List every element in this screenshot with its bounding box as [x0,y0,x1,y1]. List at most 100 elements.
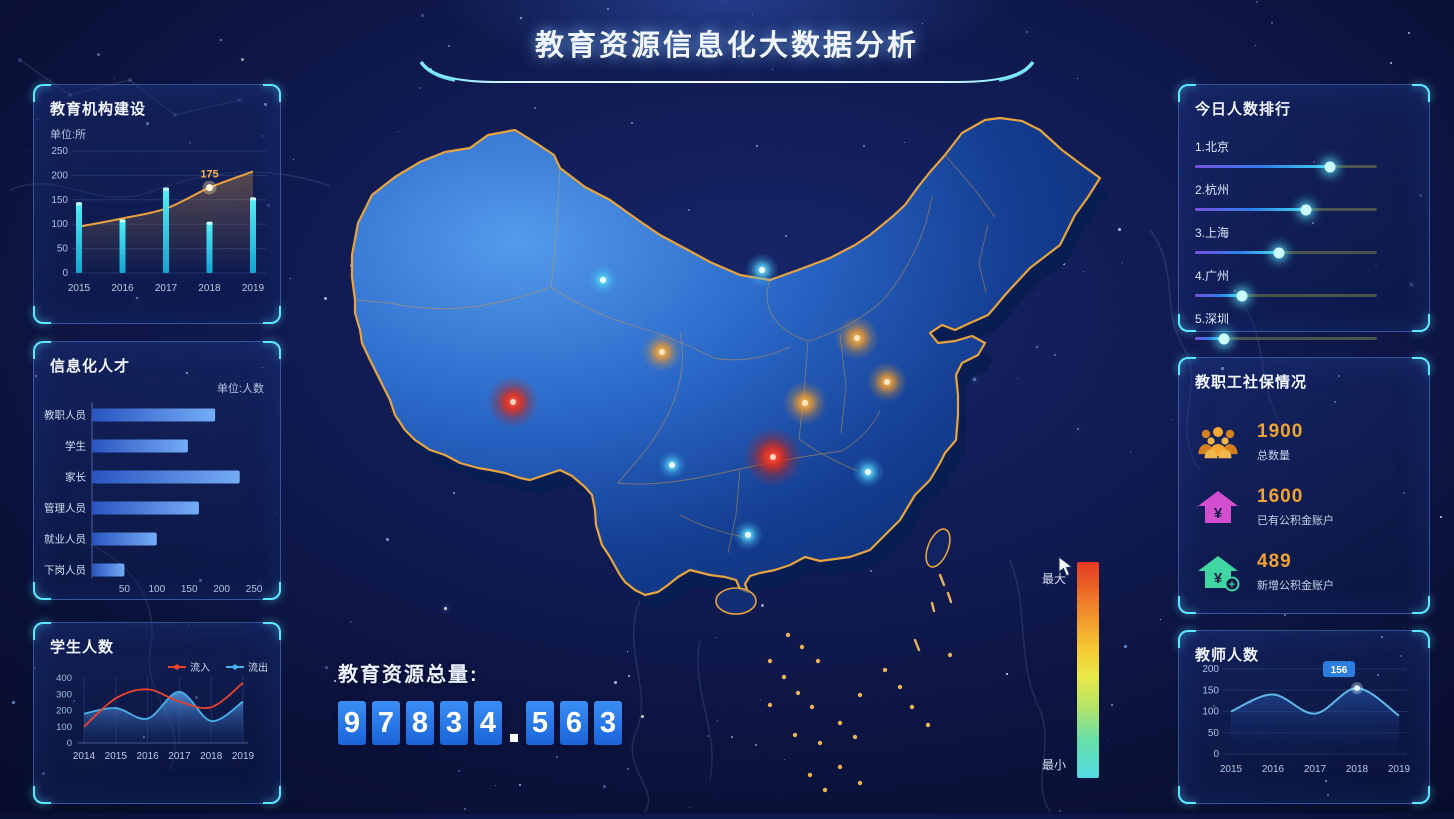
ranking-slider-knob[interactable] [1218,333,1230,344]
ranking-slider-knob[interactable] [1273,247,1285,258]
digit-box: 7 [372,701,400,745]
panel-corner-accent [1178,84,1196,102]
panel-corner-accent [263,341,281,359]
ranking-city-label: 2.杭州 [1195,183,1230,197]
svg-text:50: 50 [119,584,131,595]
header-swoosh [419,60,1035,83]
svg-text:0: 0 [67,738,72,749]
chart-tooltip [1323,661,1355,678]
stat-value: 489 [1257,551,1292,572]
map-marker-core [669,462,675,468]
panel-corner-accent [1412,596,1430,614]
legend-item[interactable]: 流出 [226,659,268,674]
panel-title: 教师人数 [1195,647,1260,664]
panel-corner-accent [1178,786,1196,804]
decimal-point [510,734,518,742]
hbar [92,439,188,453]
stat-value: 1900 [1257,421,1304,442]
svg-text:200: 200 [56,706,72,717]
digit-box: 3 [440,701,468,745]
svg-text:175: 175 [200,169,218,181]
stat-row: ¥ + 489 新增公积金账户 [1195,551,1413,593]
legend-item[interactable]: 流入 [168,659,210,674]
panel-corner-accent [1412,786,1430,804]
svg-text:2016: 2016 [1262,764,1285,775]
svg-text:100: 100 [148,584,165,595]
svg-text:0: 0 [62,268,68,279]
panel-title: 今日人数排行 [1195,101,1292,118]
china-map[interactable] [340,95,1140,814]
svg-text:2016: 2016 [136,751,159,762]
mouse-cursor [1058,556,1074,577]
hainan-island [715,587,757,615]
panel-corner-accent [33,306,51,324]
house-coin-plus-icon: ¥ + [1198,556,1240,592]
svg-text:250: 250 [51,146,68,157]
panel-title: 信息化人才 [50,358,131,375]
svg-text:2018: 2018 [1346,764,1369,775]
panel-corner-accent [1412,314,1430,332]
svg-text:学生: 学生 [65,440,86,453]
map-marker-core [659,349,665,355]
ranking-slider-track[interactable] [1195,161,1377,172]
panel-corner-accent [1178,596,1196,614]
map-marker-core [745,532,751,538]
heat-scale-min-label: 最小 [1042,758,1067,772]
stat-label: 新增公积金账户 [1257,580,1334,592]
svg-text:2017: 2017 [155,283,178,294]
panel-corner-accent [33,341,51,359]
svg-text:2017: 2017 [168,751,191,762]
map-mainland[interactable] [350,116,1102,597]
ranking-slider-track[interactable] [1195,333,1377,344]
svg-text:100: 100 [1202,707,1219,718]
heat-scale-max-label: 最大 [1042,572,1067,586]
panel-teachers: 教师人数 0 50 100 150 200 2015 2016 2017 2018 2019 156 [1178,630,1430,804]
ranking-slider-fill [1195,165,1330,168]
stat-row: ¥1600 已有公积金账户 [1195,486,1413,528]
ranking-row: 1.北京 [1195,138,1413,172]
total-label: 教育资源总量: [338,664,479,686]
panel-corner-accent [33,84,51,102]
unit-label: 单位:所 [50,129,87,141]
ranking-slider-knob[interactable] [1300,204,1312,215]
ranking-row: 2.杭州 [1195,181,1413,215]
ranking-slider-fill [1195,294,1243,297]
page-title: 教育资源信息化大数据分析 [534,30,919,62]
svg-text:156: 156 [1331,665,1348,676]
hbar [92,408,216,422]
panel-corner-accent [1178,357,1196,375]
svg-text:0: 0 [1213,749,1219,760]
svg-text:+: + [1229,579,1235,591]
stat-list: 1900 总数量 ¥1600 已有公积金账户 ¥ +489 新增公积金账户 [1179,392,1429,593]
ranking-slider-knob[interactable] [1324,161,1336,172]
svg-text:50: 50 [57,244,69,255]
hbar [92,563,125,577]
ranking-slider-track[interactable] [1195,204,1377,215]
panel-corner-accent [1178,630,1196,648]
map-marker-core [854,335,860,341]
ranking-slider-track[interactable] [1195,290,1377,301]
ranking-slider-knob[interactable] [1236,290,1248,301]
svg-text:2019: 2019 [242,283,265,294]
svg-text:200: 200 [1202,664,1219,675]
ranking-slider-fill [1195,208,1307,211]
svg-text:2018: 2018 [200,751,223,762]
svg-text:教职人员: 教职人员 [44,409,86,422]
map-marker-core [770,454,776,460]
ranking-slider-fill [1195,337,1225,340]
panel-corner-accent [263,582,281,600]
ranking-slider-track[interactable] [1195,247,1377,258]
ranking-city-label: 1.北京 [1195,140,1230,154]
panel-corner-accent [263,306,281,324]
svg-text:200: 200 [213,584,230,595]
islands [715,528,953,793]
panel-corner-accent [33,622,51,640]
teachers-chart: 0 50 100 150 200 2015 2016 2017 2018 2019 156 [1202,661,1411,775]
svg-text:家长: 家长 [65,471,86,484]
heat-scale [1077,562,1099,778]
ranking-row: 4.广州 [1195,267,1413,301]
digit-box: 5 [526,701,554,745]
map-marker-core [802,400,808,406]
